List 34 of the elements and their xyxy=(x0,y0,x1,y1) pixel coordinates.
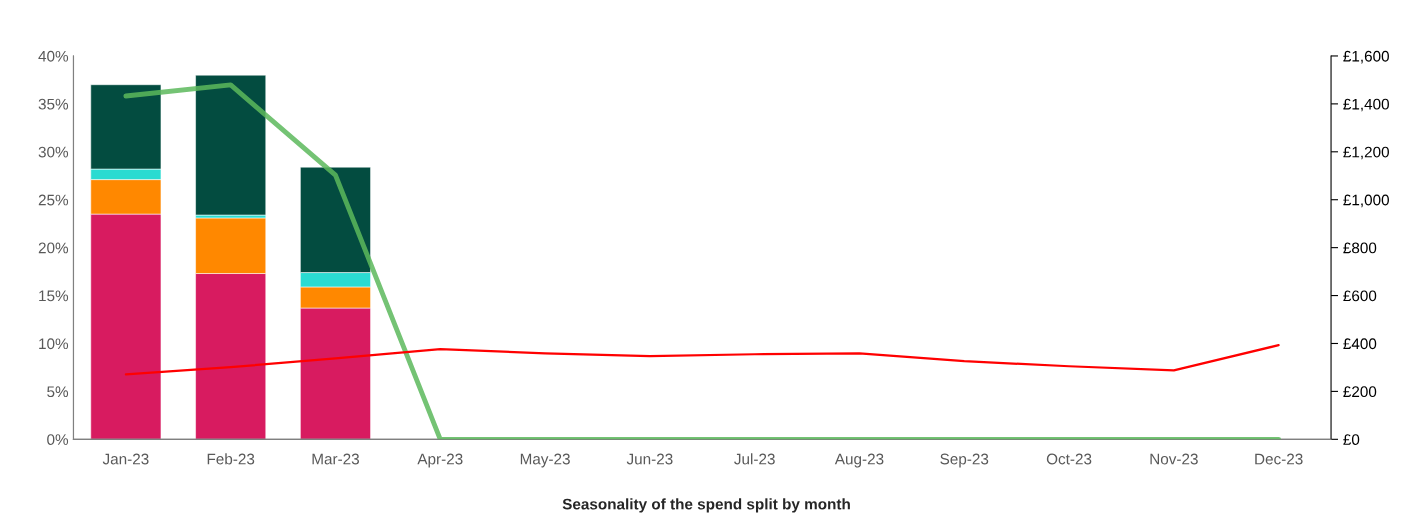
x-tick-label: Sep-23 xyxy=(940,453,989,468)
y-tick-label: 20% xyxy=(38,242,69,254)
x-axis-title: Seasonality of the spend split by month xyxy=(562,498,850,513)
y2-tick-label: £400 xyxy=(1343,338,1377,350)
y-tick-label: 25% xyxy=(38,194,69,206)
y2-tick-label: £600 xyxy=(1343,290,1377,302)
y-tick-label: 15% xyxy=(39,290,69,302)
y2-tick-label: £1,400 xyxy=(1343,98,1389,112)
y2-tick-label: £800 xyxy=(1343,242,1377,254)
y-tick-label: 30% xyxy=(38,146,69,158)
x-tick-label: Mar-23 xyxy=(312,453,359,465)
y2-tick-label: £200 xyxy=(1343,386,1377,398)
x-tick-label: Dec-23 xyxy=(1255,453,1303,465)
y2-tick-label: £1,000 xyxy=(1343,194,1389,208)
y2-tick-label: £1,200 xyxy=(1343,146,1389,160)
x-tick-label: Aug-23 xyxy=(834,453,884,468)
y-tick-label: 0% xyxy=(47,434,69,446)
y-tick-label: 40% xyxy=(38,50,69,62)
line-series xyxy=(123,82,1282,440)
x-tick-label: Feb-23 xyxy=(207,453,255,465)
x-tick-label: Nov-23 xyxy=(1150,453,1198,465)
x-tick-label: Oct-23 xyxy=(1046,453,1092,465)
y-tick-label: 35% xyxy=(38,98,69,110)
x-tick-label: Apr-23 xyxy=(417,453,463,468)
bar xyxy=(195,74,267,216)
y2-tick-label: £1,600 xyxy=(1343,50,1389,64)
line-series xyxy=(124,344,1280,376)
x-tick-label: Jan-23 xyxy=(102,453,149,465)
x-tick-label: Jun-23 xyxy=(626,453,673,465)
y2-tick-label: £0 xyxy=(1343,434,1360,446)
x-tick-label: May-23 xyxy=(520,453,570,468)
y-tick-label: 5% xyxy=(47,386,69,398)
y-tick-label: 10% xyxy=(39,338,69,350)
x-tick-label: Jul-23 xyxy=(734,453,775,465)
